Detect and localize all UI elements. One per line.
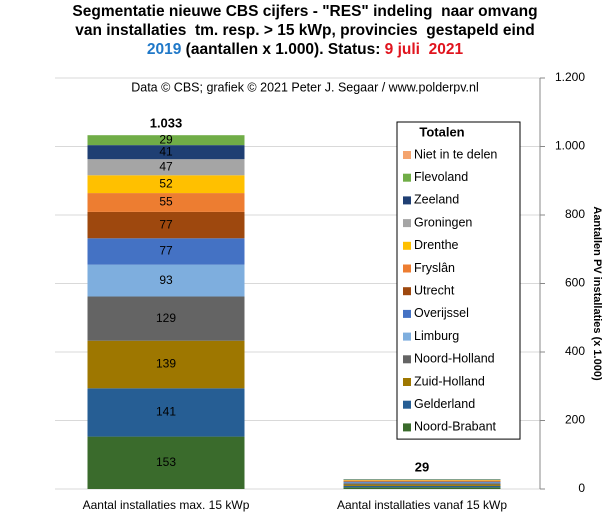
legend-label: Drenthe (414, 238, 459, 252)
bar-segment (87, 211, 245, 239)
legend-swatch (403, 423, 411, 432)
y-tick-label: 1.000 (555, 139, 585, 153)
bar-segment (87, 238, 245, 265)
y-tick-label: 1.200 (555, 70, 585, 84)
bar-segment (343, 480, 501, 482)
legend-swatch (403, 151, 411, 159)
legend-swatch (403, 173, 411, 182)
bar-segment (87, 193, 245, 212)
y-tick-label: 200 (565, 413, 585, 427)
data-label: 55 (159, 195, 173, 209)
legend-label: Noord-Holland (414, 352, 495, 366)
data-label: 77 (159, 244, 173, 258)
legend-label: Noord-Brabant (414, 420, 497, 434)
data-label: 52 (159, 176, 173, 190)
legend-title: Totalen (419, 124, 464, 139)
chart-title: Segmentatie nieuwe CBS cijfers - "RES" i… (72, 3, 537, 20)
legend-swatch (403, 287, 411, 296)
legend-swatch (403, 378, 411, 386)
bar-segment (343, 482, 501, 484)
bar-segment (343, 480, 501, 481)
data-label: 41 (159, 144, 173, 158)
bar-segment (343, 487, 501, 489)
bar-segment (87, 340, 245, 389)
title-part: 2019 (147, 41, 182, 58)
bar-segment (87, 159, 245, 176)
legend-swatch (403, 196, 411, 205)
total-label: 29 (415, 460, 429, 475)
legend-label: Zeeland (414, 193, 459, 207)
legend-label: Flevoland (414, 170, 468, 184)
bar-segment (343, 481, 501, 483)
y-axis-title: Aantallen PV installaties (x 1.000) (591, 206, 603, 381)
legend-label: Gelderland (414, 397, 475, 411)
data-label: 153 (156, 455, 176, 469)
y-tick-label: 0 (578, 481, 585, 495)
bar-segment (87, 296, 245, 341)
bar-segment (343, 483, 501, 485)
chart-title: van installaties tm. resp. > 15 kWp, pro… (75, 22, 535, 39)
bar-segment (87, 145, 245, 160)
data-label: 47 (159, 159, 173, 173)
legend-label: Utrecht (414, 283, 455, 297)
bar-segment (87, 264, 245, 297)
legend-label: Groningen (414, 215, 472, 229)
title-part: van installaties tm. resp. > 15 kWp, pro… (75, 22, 535, 39)
title-part: (aantallen x 1.000). Status: (181, 41, 384, 58)
title-part: 9 juli 2021 (385, 41, 464, 58)
legend-label: Niet in te delen (414, 147, 497, 161)
legend-box (396, 121, 521, 440)
legend-swatch (403, 241, 411, 250)
bar-segment (343, 481, 501, 482)
legend-swatch (403, 400, 411, 409)
chart-title: 2019 (aantallen x 1.000). Status: 9 juli… (147, 41, 464, 58)
legend-label: Overijssel (414, 306, 469, 320)
total-label: 1.033 (150, 116, 183, 131)
y-tick-label: 400 (565, 344, 585, 358)
data-label: 93 (159, 273, 173, 287)
data-label: 129 (156, 311, 176, 325)
subtitle: Data © CBS; grafiek © 2021 Peter J. Sega… (131, 80, 479, 94)
data-label: 139 (156, 357, 176, 371)
data-label: 29 (159, 132, 173, 146)
data-label: 141 (156, 405, 176, 419)
bar-segment (87, 135, 245, 146)
x-tick-label: Aantal installaties max. 15 kWp (83, 498, 250, 512)
legend-label: Limburg (414, 329, 459, 343)
legend-swatch (403, 309, 411, 318)
x-tick-label: Aantal installaties vanaf 15 kWp (337, 498, 507, 512)
title-part: Segmentatie nieuwe CBS cijfers - "RES" i… (72, 3, 537, 20)
legend-label: Zuid-Holland (414, 374, 485, 388)
y-tick-label: 800 (565, 207, 585, 221)
bar-segment (343, 485, 501, 488)
legend-label: Fryslân (414, 261, 455, 275)
data-label: 77 (159, 217, 173, 231)
bar-segment (87, 436, 245, 489)
legend-swatch (403, 332, 411, 341)
legend-swatch (403, 219, 411, 228)
bar-segment (87, 388, 245, 437)
y-tick-label: 600 (565, 276, 585, 290)
bar-segment (343, 484, 501, 486)
legend-swatch (403, 264, 411, 273)
legend-swatch (403, 355, 411, 364)
bar-segment (87, 175, 245, 194)
